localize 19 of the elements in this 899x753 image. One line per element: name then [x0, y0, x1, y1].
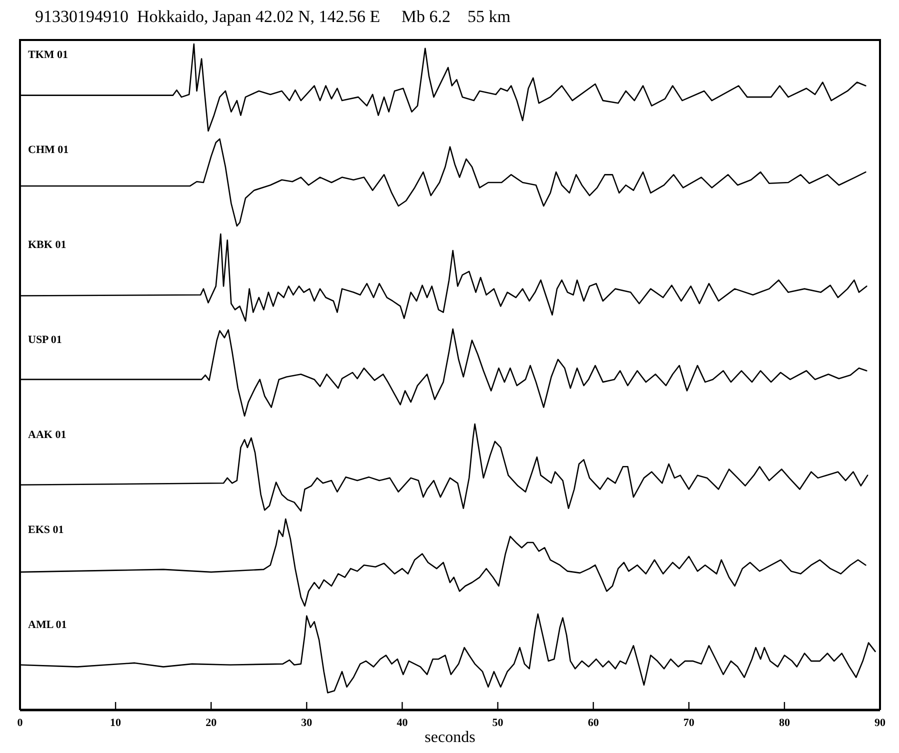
x-tick-label: 80: [778, 717, 790, 729]
x-tick-label: 40: [396, 717, 408, 729]
x-tick-label: 70: [683, 717, 695, 729]
x-tick-label: 20: [206, 717, 218, 729]
x-tick-label: 30: [301, 717, 313, 729]
text: AAK 01: [28, 429, 66, 441]
text: CHM 01: [28, 144, 69, 156]
text: KBK 01: [28, 239, 66, 251]
text: AML 01: [28, 619, 67, 631]
text: USP 01: [28, 334, 62, 346]
x-axis-title: seconds: [424, 729, 476, 746]
x-tick-label: 90: [874, 717, 886, 729]
chart-title: 91330194910 Hokkaido, Japan 42.02 N, 142.56 E Mb 6.2 55 km: [35, 7, 511, 26]
x-tick-label: 50: [492, 717, 504, 729]
x-tick-label: 0: [17, 717, 24, 729]
x-tick-label: 60: [588, 717, 600, 729]
x-tick-label: 10: [110, 717, 122, 729]
text: EKS 01: [28, 524, 64, 536]
text: TKM 01: [28, 49, 68, 61]
